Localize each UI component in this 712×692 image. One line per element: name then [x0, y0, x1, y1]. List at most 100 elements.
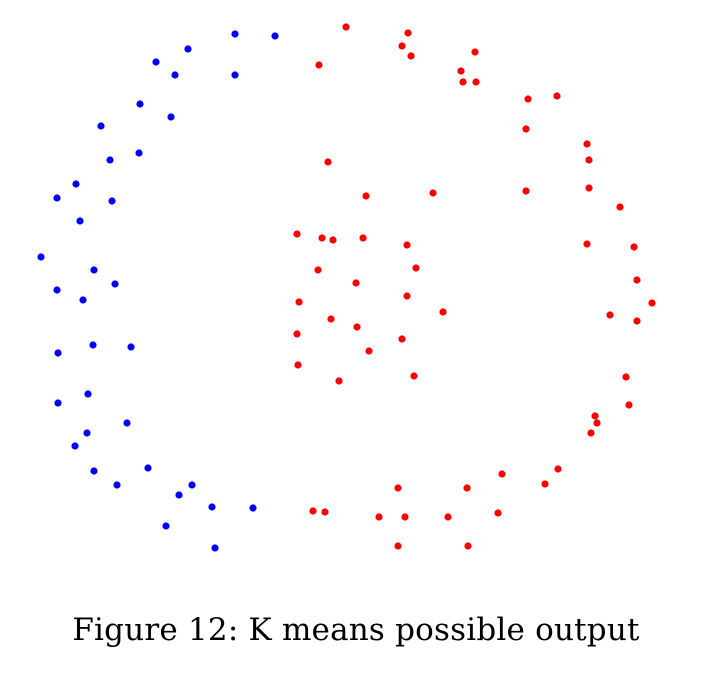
scatter-point	[318, 234, 326, 242]
scatter-point	[321, 508, 329, 516]
scatter-point	[583, 240, 591, 248]
scatter-point	[106, 156, 114, 164]
scatter-point	[167, 113, 175, 121]
scatter-point	[83, 429, 91, 437]
scatter-point	[625, 401, 633, 409]
scatter-point	[127, 343, 135, 351]
scatter-point	[401, 513, 409, 521]
scatter-point	[352, 279, 360, 287]
scatter-point	[444, 513, 452, 521]
scatter-point	[314, 266, 322, 274]
scatter-point	[76, 217, 84, 225]
scatter-point	[375, 513, 383, 521]
scatter-point	[309, 507, 317, 515]
scatter-point	[171, 71, 179, 79]
scatter-point	[471, 48, 479, 56]
scatter-point	[472, 78, 480, 86]
scatter-point	[84, 390, 92, 398]
scatter-point	[54, 399, 62, 407]
scatter-point	[398, 335, 406, 343]
scatter-point	[329, 236, 337, 244]
scatter-point	[541, 480, 549, 488]
scatter-point	[136, 100, 144, 108]
scatter-point	[89, 341, 97, 349]
scatter-point	[439, 308, 447, 316]
scatter-point	[630, 243, 638, 251]
scatter-point	[398, 42, 406, 50]
scatter-point	[90, 467, 98, 475]
scatter-point	[522, 187, 530, 195]
scatter-point	[498, 470, 506, 478]
scatter-point	[135, 149, 143, 157]
scatter-point	[524, 95, 532, 103]
scatter-point	[293, 230, 301, 238]
scatter-point	[71, 442, 79, 450]
scatter-point	[162, 522, 170, 530]
scatter-point	[429, 189, 437, 197]
scatter-point	[464, 542, 472, 550]
scatter-point	[231, 30, 239, 38]
scatter-point	[315, 61, 323, 69]
scatter-point	[394, 484, 402, 492]
scatter-point	[459, 78, 467, 86]
scatter-point	[522, 125, 530, 133]
scatter-plot	[37, 23, 656, 552]
scatter-point	[335, 377, 343, 385]
scatter-point	[633, 276, 641, 284]
scatter-point	[593, 419, 601, 427]
scatter-point	[90, 266, 98, 274]
scatter-point	[494, 509, 502, 517]
scatter-point	[249, 504, 257, 512]
scatter-point	[113, 481, 121, 489]
scatter-point	[394, 542, 402, 550]
scatter-point	[211, 544, 219, 552]
scatter-point	[97, 122, 105, 130]
scatter-point	[587, 429, 595, 437]
scatter-point	[407, 52, 415, 60]
scatter-point	[457, 67, 465, 75]
scatter-point	[324, 158, 332, 166]
scatter-point	[342, 23, 350, 31]
scatter-point	[403, 292, 411, 300]
scatter-point	[585, 184, 593, 192]
scatter-point	[410, 372, 418, 380]
scatter-point	[553, 92, 561, 100]
figure-caption: Figure 12: K means possible output	[72, 612, 640, 648]
scatter-point	[359, 234, 367, 242]
scatter-point	[144, 464, 152, 472]
scatter-point	[79, 296, 87, 304]
scatter-point	[404, 29, 412, 37]
scatter-point	[362, 192, 370, 200]
scatter-point	[365, 347, 373, 355]
scatter-point	[583, 140, 591, 148]
scatter-point	[463, 484, 471, 492]
scatter-point	[648, 299, 656, 307]
scatter-point	[184, 45, 192, 53]
scatter-point	[616, 203, 624, 211]
scatter-point	[606, 311, 614, 319]
scatter-point	[152, 58, 160, 66]
scatter-point	[294, 361, 302, 369]
scatter-point	[72, 180, 80, 188]
points-layer	[37, 23, 656, 552]
scatter-point	[293, 330, 301, 338]
scatter-point	[231, 71, 239, 79]
scatter-point	[123, 419, 131, 427]
scatter-point	[175, 491, 183, 499]
scatter-point	[585, 156, 593, 164]
scatter-point	[208, 503, 216, 511]
scatter-point	[591, 412, 599, 420]
scatter-point	[633, 317, 641, 325]
scatter-point	[412, 264, 420, 272]
scatter-point	[53, 286, 61, 294]
scatter-point	[403, 241, 411, 249]
scatter-point	[188, 481, 196, 489]
scatter-point	[111, 280, 119, 288]
scatter-point	[622, 373, 630, 381]
scatter-point	[54, 349, 62, 357]
scatter-point	[295, 298, 303, 306]
scatter-point	[327, 315, 335, 323]
scatter-point	[353, 323, 361, 331]
scatter-point	[37, 253, 45, 261]
scatter-point	[108, 197, 116, 205]
